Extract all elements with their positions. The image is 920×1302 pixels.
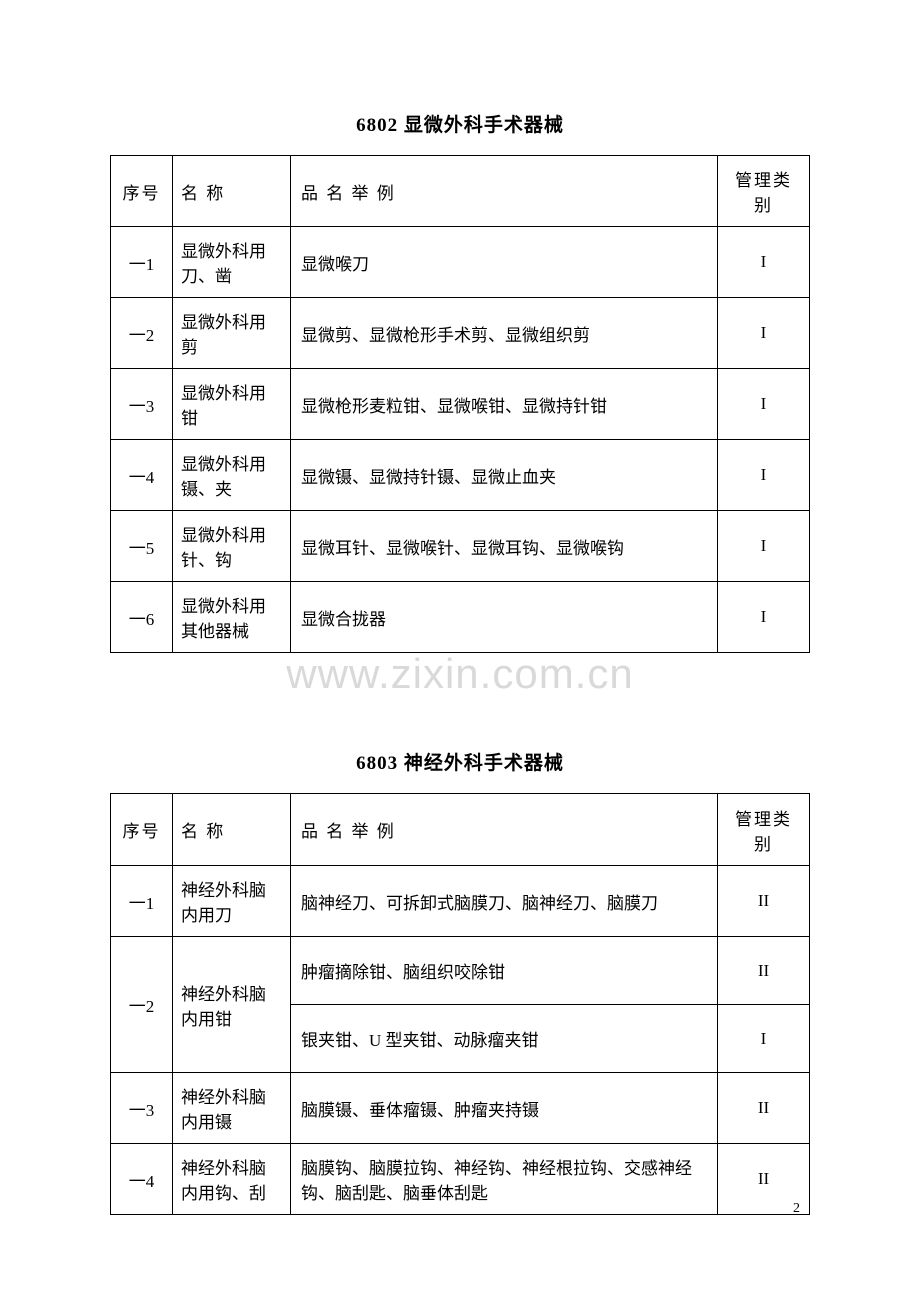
cell-category: II [718,1073,810,1144]
cell-category: I [718,369,810,440]
cell-examples: 显微耳针、显微喉针、显微耳钩、显微喉钩 [291,511,718,582]
table-row: 一1 神经外科脑内用刀 脑神经刀、可拆卸式脑膜刀、脑神经刀、脑膜刀 II [111,866,810,937]
cell-category: II [718,1144,810,1215]
table-row: 一2 显微外科用剪 显微剪、显微枪形手术剪、显微组织剪 I [111,298,810,369]
section1-title: 6802 显微外科手术器械 [110,110,810,137]
cell-examples: 显微剪、显微枪形手术剪、显微组织剪 [291,298,718,369]
cell-name: 显微外科用针、钩 [173,511,291,582]
cell-name: 显微外科用剪 [173,298,291,369]
header-examples: 品 名 举 例 [291,156,718,227]
cell-category: I [718,227,810,298]
cell-name: 神经外科脑内用钳 [173,937,291,1073]
cell-category: I [718,440,810,511]
header-name: 名 称 [173,156,291,227]
cell-name: 神经外科脑内用镊 [173,1073,291,1144]
cell-examples: 银夹钳、U 型夹钳、动脉瘤夹钳 [291,1005,718,1073]
cell-examples: 脑膜钩、脑膜拉钩、神经钩、神经根拉钩、交感神经钩、脑刮匙、脑垂体刮匙 [291,1144,718,1215]
cell-examples: 显微喉刀 [291,227,718,298]
cell-category: I [718,1005,810,1073]
header-examples: 品 名 举 例 [291,794,718,866]
cell-name: 显微外科用其他器械 [173,582,291,653]
table-row: 一5 显微外科用针、钩 显微耳针、显微喉针、显微耳钩、显微喉钩 I [111,511,810,582]
table-row: 一2 神经外科脑内用钳 肿瘤摘除钳、脑组织咬除钳 II [111,937,810,1005]
cell-name: 显微外科用钳 [173,369,291,440]
header-seq: 序号 [111,156,173,227]
cell-seq: 一4 [111,1144,173,1215]
table-row: 一4 显微外科用镊、夹 显微镊、显微持针镊、显微止血夹 I [111,440,810,511]
cell-name: 神经外科脑内用钩、刮 [173,1144,291,1215]
cell-category: I [718,298,810,369]
page-content: 6802 显微外科手术器械 序号 名 称 品 名 举 例 管理类别 一1 显微外… [110,110,810,1215]
cell-seq: 一3 [111,1073,173,1144]
header-category: 管理类别 [718,156,810,227]
cell-examples: 肿瘤摘除钳、脑组织咬除钳 [291,937,718,1005]
table-row: 一6 显微外科用其他器械 显微合拢器 I [111,582,810,653]
cell-category: I [718,511,810,582]
cell-examples: 显微枪形麦粒钳、显微喉钳、显微持针钳 [291,369,718,440]
table-6803: 序号 名 称 品 名 举 例 管理类别 一1 神经外科脑内用刀 脑神经刀、可拆卸… [110,793,810,1215]
cell-seq: 一6 [111,582,173,653]
header-category: 管理类别 [718,794,810,866]
cell-name: 神经外科脑内用刀 [173,866,291,937]
table-row: 一3 显微外科用钳 显微枪形麦粒钳、显微喉钳、显微持针钳 I [111,369,810,440]
cell-name: 显微外科用刀、凿 [173,227,291,298]
cell-examples: 脑神经刀、可拆卸式脑膜刀、脑神经刀、脑膜刀 [291,866,718,937]
table-header-row: 序号 名 称 品 名 举 例 管理类别 [111,156,810,227]
section2-title: 6803 神经外科手术器械 [110,748,810,775]
cell-seq: 一5 [111,511,173,582]
header-seq: 序号 [111,794,173,866]
cell-category: I [718,582,810,653]
table-row: 一1 显微外科用刀、凿 显微喉刀 I [111,227,810,298]
cell-examples: 脑膜镊、垂体瘤镊、肿瘤夹持镊 [291,1073,718,1144]
cell-examples: 显微镊、显微持针镊、显微止血夹 [291,440,718,511]
table-6802: 序号 名 称 品 名 举 例 管理类别 一1 显微外科用刀、凿 显微喉刀 I 一… [110,155,810,653]
cell-seq: 一1 [111,227,173,298]
cell-category: II [718,866,810,937]
cell-seq: 一2 [111,937,173,1073]
cell-seq: 一3 [111,369,173,440]
table-row: 一3 神经外科脑内用镊 脑膜镊、垂体瘤镊、肿瘤夹持镊 II [111,1073,810,1144]
cell-name: 显微外科用镊、夹 [173,440,291,511]
table-header-row: 序号 名 称 品 名 举 例 管理类别 [111,794,810,866]
header-name: 名 称 [173,794,291,866]
cell-seq: 一4 [111,440,173,511]
cell-seq: 一1 [111,866,173,937]
cell-seq: 一2 [111,298,173,369]
cell-category: II [718,937,810,1005]
table-row: 一4 神经外科脑内用钩、刮 脑膜钩、脑膜拉钩、神经钩、神经根拉钩、交感神经钩、脑… [111,1144,810,1215]
cell-examples: 显微合拢器 [291,582,718,653]
